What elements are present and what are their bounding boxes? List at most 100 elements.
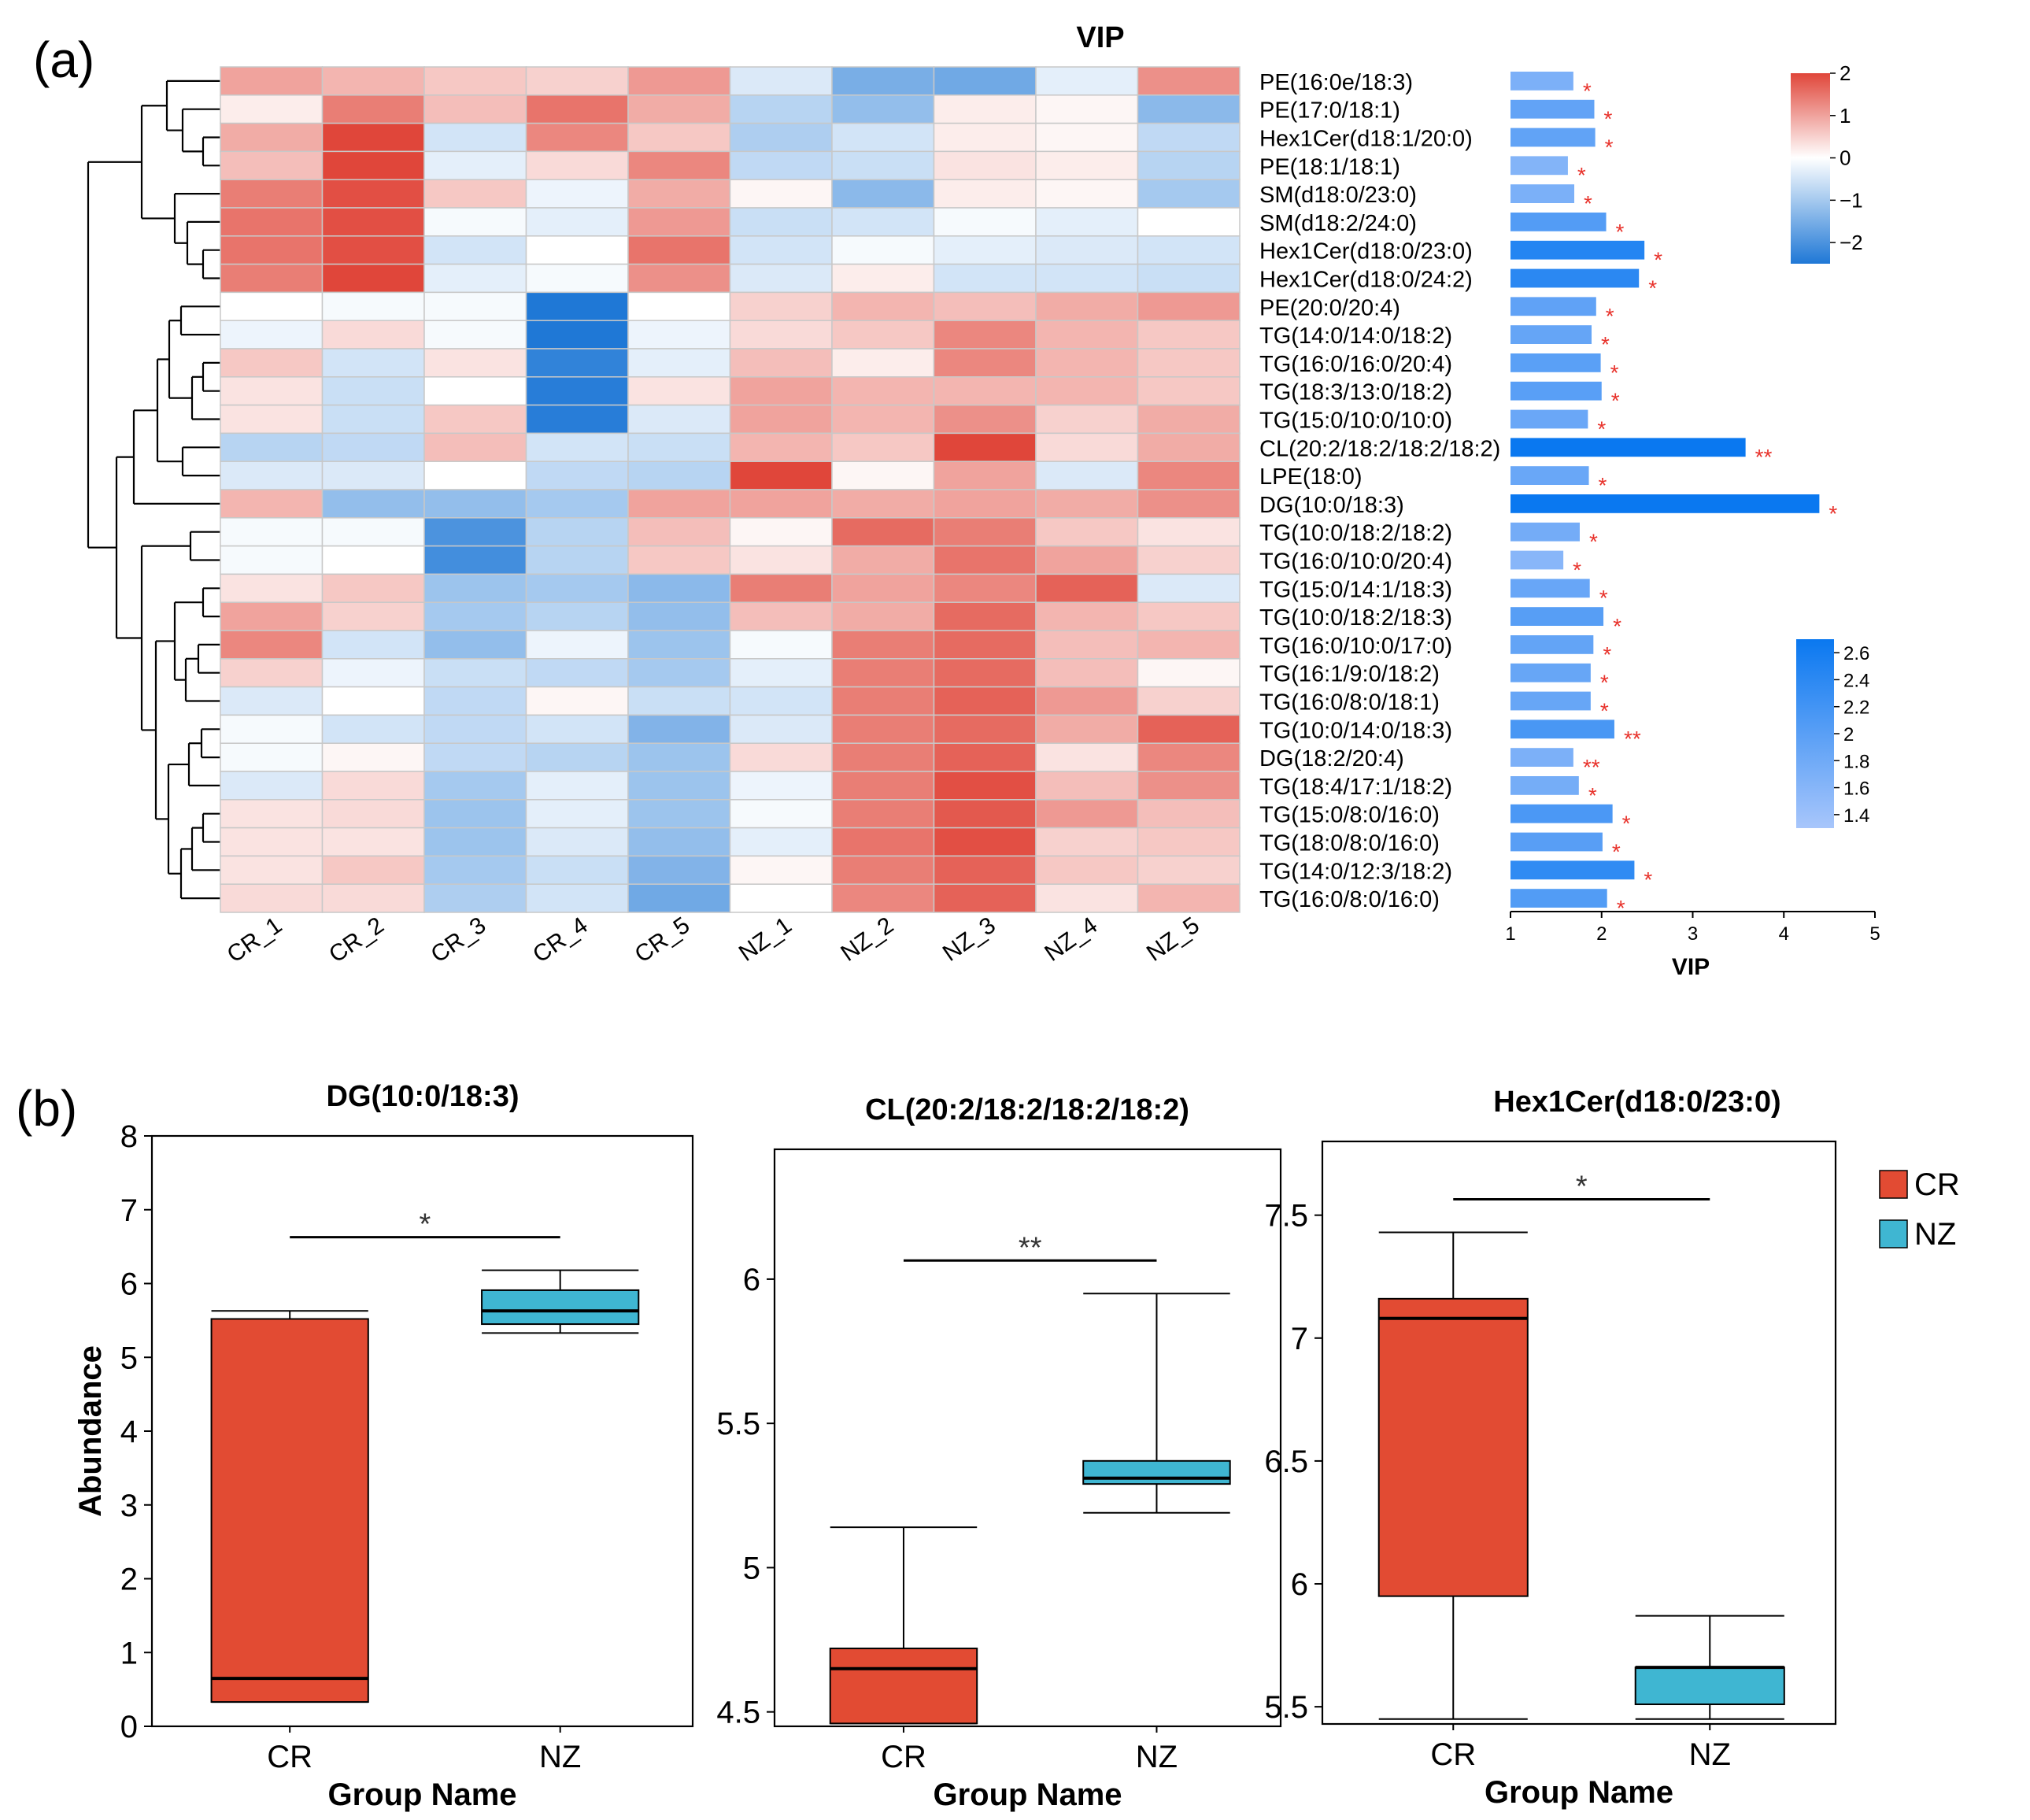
y-tick-label: 3 [120, 1489, 138, 1523]
heat-cell [1137, 432, 1241, 462]
heat-cell [220, 714, 324, 744]
heat-cell [729, 235, 833, 265]
significance-marker: * [420, 1208, 431, 1241]
heat-cell [831, 94, 935, 124]
heat-cell [423, 601, 527, 631]
vip-bar [1510, 860, 1635, 880]
heat-cell [627, 517, 731, 547]
heat-cell [627, 714, 731, 744]
heatmap [220, 66, 1241, 913]
heat-cell [423, 94, 527, 124]
vip-significance: * [1616, 220, 1625, 244]
sample-label: CR_2 [324, 912, 389, 968]
heat-cell [1137, 122, 1241, 153]
vip-colorbar: 2.6 2.4 2.2 2 1.8 1.6 1.4 [1796, 639, 1869, 828]
heat-cell [525, 573, 629, 603]
heat-cell [220, 799, 324, 829]
heat-cell [831, 461, 935, 490]
heat-cell [1035, 376, 1139, 406]
vip-significance: * [1828, 501, 1837, 526]
heat-cell [321, 714, 425, 744]
heat-cell [525, 686, 629, 716]
heat-cell [933, 827, 1037, 857]
heat-cell [321, 601, 425, 631]
vip-bar [1510, 325, 1592, 344]
panel-label-b: (b) [16, 1080, 77, 1137]
heat-cell [1137, 799, 1241, 829]
heat-cell [933, 461, 1037, 490]
heat-cell [933, 150, 1037, 180]
vip-significance: * [1600, 671, 1609, 695]
heat-cell [627, 235, 731, 265]
vip-significance: * [1610, 361, 1619, 385]
vip-significance: * [1601, 332, 1610, 357]
heat-cell [525, 432, 629, 462]
lipid-label: TG(16:0/10:0/20:4) [1259, 549, 1452, 575]
heat-cell [627, 630, 731, 660]
boxplot-title: CL(20:2/18:2/18:2/18:2) [865, 1093, 1189, 1126]
vip-significance: * [1573, 557, 1581, 582]
heat-cell [627, 207, 731, 237]
heat-cell [729, 291, 833, 321]
heat-cell [729, 404, 833, 435]
heat-cell [220, 461, 324, 490]
heat-cell [1035, 432, 1139, 462]
legend-label-nz: NZ [1914, 1217, 1956, 1252]
heat-cell [831, 855, 935, 885]
heat-cell [423, 291, 527, 321]
lipid-label: TG(16:0/8:0/16:0) [1259, 887, 1440, 912]
heat-cell [525, 179, 629, 209]
heatmap-column-labels: CR_1 CR_2 CR_3 CR_4 CR_5 NZ_1 NZ_2 NZ_3 NZ_4 NZ_5 [223, 912, 1204, 968]
vip-bar [1510, 522, 1580, 542]
heat-cell [729, 855, 833, 885]
heat-cell [729, 714, 833, 744]
heat-cell [1035, 601, 1139, 631]
heat-cell [933, 263, 1037, 294]
heat-cell [1137, 461, 1241, 490]
heat-cell [1035, 94, 1139, 124]
heat-cell [321, 263, 425, 294]
boxplot-dg: DG(10:0/18:3) 0 1 2 3 4 5 6 7 8 CR NZ * Group Name Abu… [73, 1080, 694, 1812]
heat-cell [1137, 771, 1241, 801]
vip-colorbar-label: 2.6 [1843, 643, 1869, 664]
boxplot-cl: CL(20:2/18:2/18:2/18:2) 4.5 5 5.5 6 CR NZ ** Gro… [716, 1093, 1282, 1812]
heat-cell [831, 320, 935, 350]
lipid-label: TG(15:0/8:0/16:0) [1259, 803, 1440, 828]
heat-cell [220, 432, 324, 462]
heat-cell [627, 432, 731, 462]
heat-cell [729, 432, 833, 462]
lipid-label: PE(16:0e/18:3) [1259, 70, 1413, 95]
heat-cell [220, 883, 324, 913]
y-tick-label: 6 [120, 1267, 138, 1302]
heat-cell [831, 827, 935, 857]
heat-cell [1137, 630, 1241, 660]
sample-label: CR_4 [528, 912, 593, 968]
heat-cell [525, 855, 629, 885]
heat-colorbar-label: −1 [1840, 188, 1863, 212]
heat-cell [525, 150, 629, 180]
heat-cell [627, 66, 731, 96]
heat-cell [729, 376, 833, 406]
lipid-label: TG(16:0/10:0/17:0) [1259, 634, 1452, 659]
heat-cell [220, 207, 324, 237]
heat-cell [321, 94, 425, 124]
heat-cell [321, 320, 425, 350]
heat-cell [831, 742, 935, 772]
lipid-label: TG(10:0/18:2/18:2) [1259, 521, 1452, 546]
heat-cell [321, 883, 425, 913]
heat-cell [1137, 66, 1241, 96]
heat-cell [423, 179, 527, 209]
heat-cell [423, 235, 527, 265]
heat-cell [220, 489, 324, 519]
lipid-label: CL(20:2/18:2/18:2/18:2) [1259, 436, 1500, 461]
heat-cell [933, 630, 1037, 660]
lipid-label: Hex1Cer(d18:0/24:2) [1259, 268, 1473, 293]
heat-cell [525, 122, 629, 153]
heat-cell [525, 545, 629, 575]
significance-marker: ** [1019, 1231, 1042, 1264]
heat-cell [627, 291, 731, 321]
heat-cell [321, 517, 425, 547]
plot-frame [773, 1148, 1282, 1728]
heat-cell [933, 517, 1037, 547]
heat-cell [423, 799, 527, 829]
